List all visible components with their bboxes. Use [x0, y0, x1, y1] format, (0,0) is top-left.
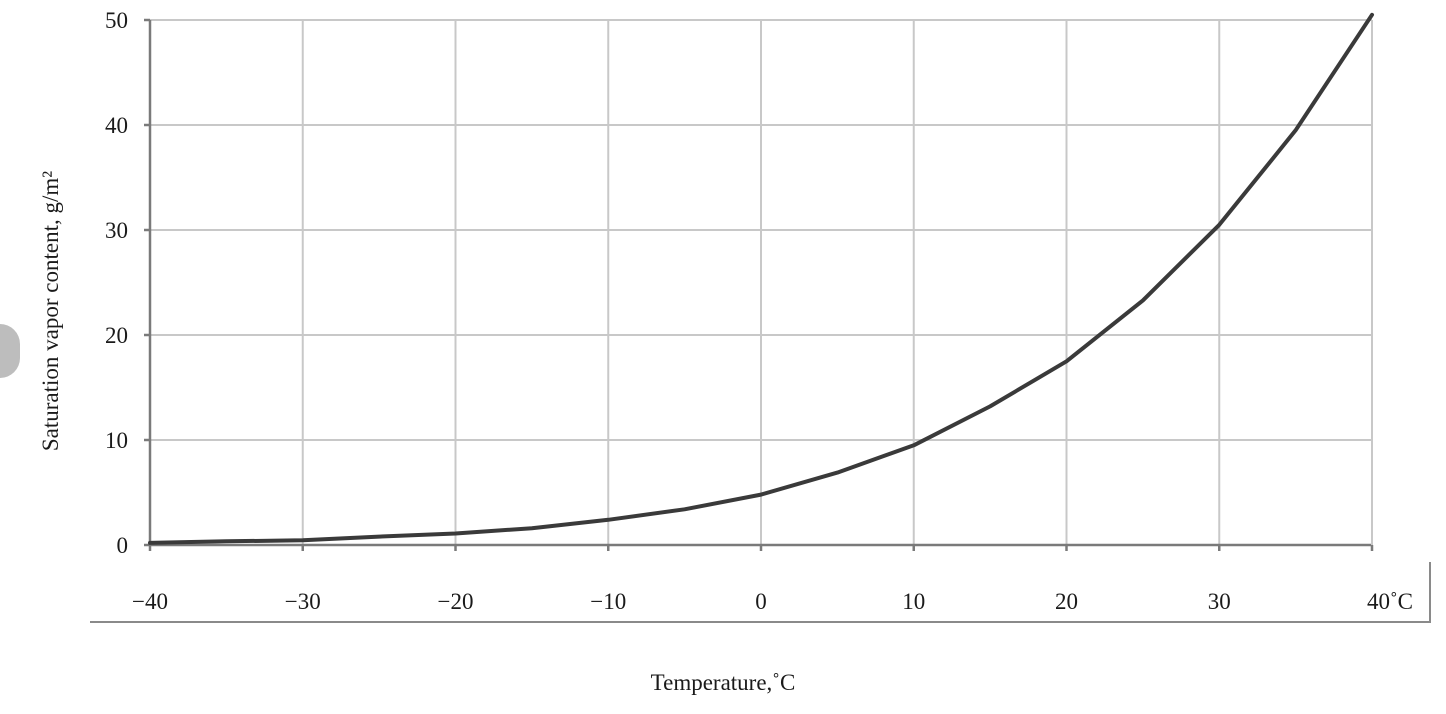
grid: [149, 19, 1373, 546]
x-tick-label: 30: [1208, 589, 1231, 614]
tick-labels: −40 −30 −20 −10 0 10 20 30 40˚C 0 10 20 30 40 50: [105, 8, 1413, 614]
y-axis-label: Saturation vapor content, g/m²: [38, 171, 63, 451]
axes: [90, 18, 1431, 623]
x-axis-label: Temperature,˚C: [651, 670, 796, 695]
x-tick-label: 0: [755, 589, 767, 614]
series-line: [148, 12, 1374, 545]
x-tick-label: −10: [590, 589, 626, 614]
y-tick-label: 30: [105, 218, 128, 243]
x-tick-label: 40˚C: [1367, 589, 1413, 614]
y-tick-label: 20: [105, 323, 128, 348]
x-tick-label: −40: [132, 589, 168, 614]
x-label-frame: [90, 562, 1431, 623]
x-tick-label: −20: [438, 589, 474, 614]
y-tick-label: 10: [105, 428, 128, 453]
x-tick-label: 20: [1055, 589, 1078, 614]
y-tick-label: 50: [105, 8, 128, 33]
y-tick-label: 40: [105, 113, 128, 138]
y-tick-label: 0: [117, 533, 129, 558]
series: [148, 12, 1374, 545]
x-tick-label: −30: [285, 589, 321, 614]
x-tick-label: 10: [902, 589, 925, 614]
side-handle-dot: [0, 324, 20, 378]
